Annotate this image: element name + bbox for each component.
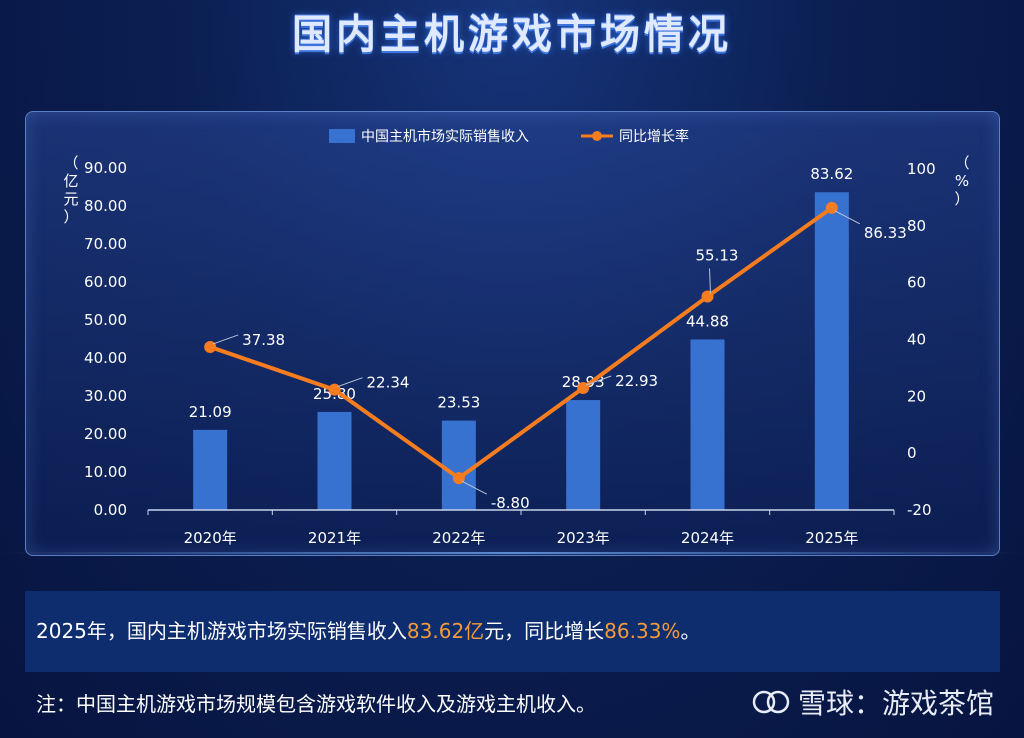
left-axis-tick: 80.00: [84, 197, 127, 215]
legend-bar-swatch: [329, 129, 355, 143]
legend-line-label: 同比增长率: [619, 128, 689, 145]
summary-growth: 86.33%: [604, 619, 681, 643]
page-title: 国内主机游戏市场情况: [292, 12, 732, 58]
x-axis-tick: 2024年: [681, 529, 734, 547]
growth-point: [204, 340, 217, 353]
x-axis-tick: 2022年: [432, 529, 485, 547]
growth-point: [328, 383, 341, 396]
summary-middle: 元，同比增长: [484, 619, 605, 643]
left-axis-tick: 70.00: [84, 235, 127, 253]
left-axis-unit: 元: [63, 190, 78, 208]
decorative-glow-line: [0, 552, 1024, 554]
summary-revenue: 83.62亿: [406, 619, 485, 643]
combo-chart: 中国主机市场实际销售收入 同比增长率（亿元）（%）0.0010.0020.0030…: [63, 128, 969, 547]
footnote: 注：中国主机游戏市场规模包含游戏软件收入及游戏主机收入。: [36, 692, 596, 716]
line-value-label: 22.34: [367, 374, 410, 392]
bar: [814, 192, 849, 510]
left-axis-tick: 30.00: [84, 387, 127, 405]
right-axis-unit: %: [955, 172, 969, 190]
line-label-leader: [585, 375, 612, 386]
growth-point: [452, 472, 465, 485]
chart-panel: 中国主机市场实际销售收入 同比增长率（亿元）（%） 0.00 10.00 20.00 30…: [25, 111, 1000, 556]
summary-bar: 2025年，国内主机游戏市场实际销售收入83.62亿元，同比增长86.33%。: [25, 591, 1000, 672]
line-value-label: 37.38: [242, 331, 285, 349]
left-axis-tick: 0.00: [94, 501, 127, 519]
bar: [690, 339, 725, 510]
brand-name: 雪球：游戏茶馆: [797, 687, 994, 720]
x-axis-tick: 2021年: [308, 529, 361, 547]
left-axis-tick: 90.00: [84, 159, 127, 177]
bar: [441, 420, 476, 510]
right-axis-tick: 100: [907, 160, 936, 178]
line-label-leader: [212, 334, 239, 345]
summary-prefix: 2025年，国内主机游戏市场实际销售收入: [36, 619, 407, 643]
right-axis-tick: 60: [907, 274, 926, 292]
growth-point: [577, 382, 590, 395]
line-value-label: 55.13: [696, 247, 739, 265]
line-value-label: -8.80: [491, 494, 530, 512]
right-axis-tick: 0: [907, 444, 917, 462]
growth-point: [701, 290, 714, 303]
legend-bar-label: 中国主机市场实际销售收入: [361, 128, 529, 145]
right-axis-unit: （: [954, 154, 969, 172]
bar-value-label: 44.88: [686, 312, 729, 330]
line-label-leader: [461, 480, 488, 495]
bar: [566, 400, 601, 510]
left-axis-unit: （: [63, 154, 78, 172]
x-axis-tick: 2020年: [184, 529, 237, 547]
line-value-label: 22.93: [615, 372, 658, 390]
right-axis-tick: 40: [907, 331, 926, 349]
bar: [193, 429, 228, 510]
brand-watermark: 雪球：游戏茶馆: [752, 682, 994, 722]
bar-value-label: 83.62: [810, 165, 853, 183]
bar-value-label: 23.53: [437, 394, 480, 412]
xueqiu-logo-icon: [752, 690, 790, 714]
left-axis-unit: 亿: [63, 172, 78, 190]
growth-point: [825, 201, 838, 214]
bar-value-label: 21.09: [189, 403, 232, 421]
left-axis-tick: 50.00: [84, 311, 127, 329]
x-axis-tick: 2023年: [557, 529, 610, 547]
right-axis-tick: 80: [907, 217, 926, 235]
left-axis-tick: 10.00: [84, 463, 127, 481]
legend-line-marker: [592, 131, 602, 141]
line-label-leader: [337, 377, 363, 388]
left-axis-tick: 60.00: [84, 273, 127, 291]
left-axis-tick: 20.00: [84, 425, 127, 443]
left-axis-unit: ）: [63, 208, 78, 226]
line-label-leader: [834, 210, 861, 225]
line-value-label: 86.33: [864, 224, 907, 242]
right-axis-tick: -20: [907, 501, 932, 519]
summary-suffix: 。: [680, 619, 701, 643]
left-axis-tick: 40.00: [84, 349, 127, 367]
right-axis-unit: ）: [954, 190, 969, 208]
x-axis-tick: 2025年: [805, 529, 858, 547]
bar: [317, 411, 352, 510]
growth-line: [209, 206, 833, 481]
right-axis-tick: 20: [907, 387, 926, 405]
line-label-leader: [709, 268, 711, 294]
